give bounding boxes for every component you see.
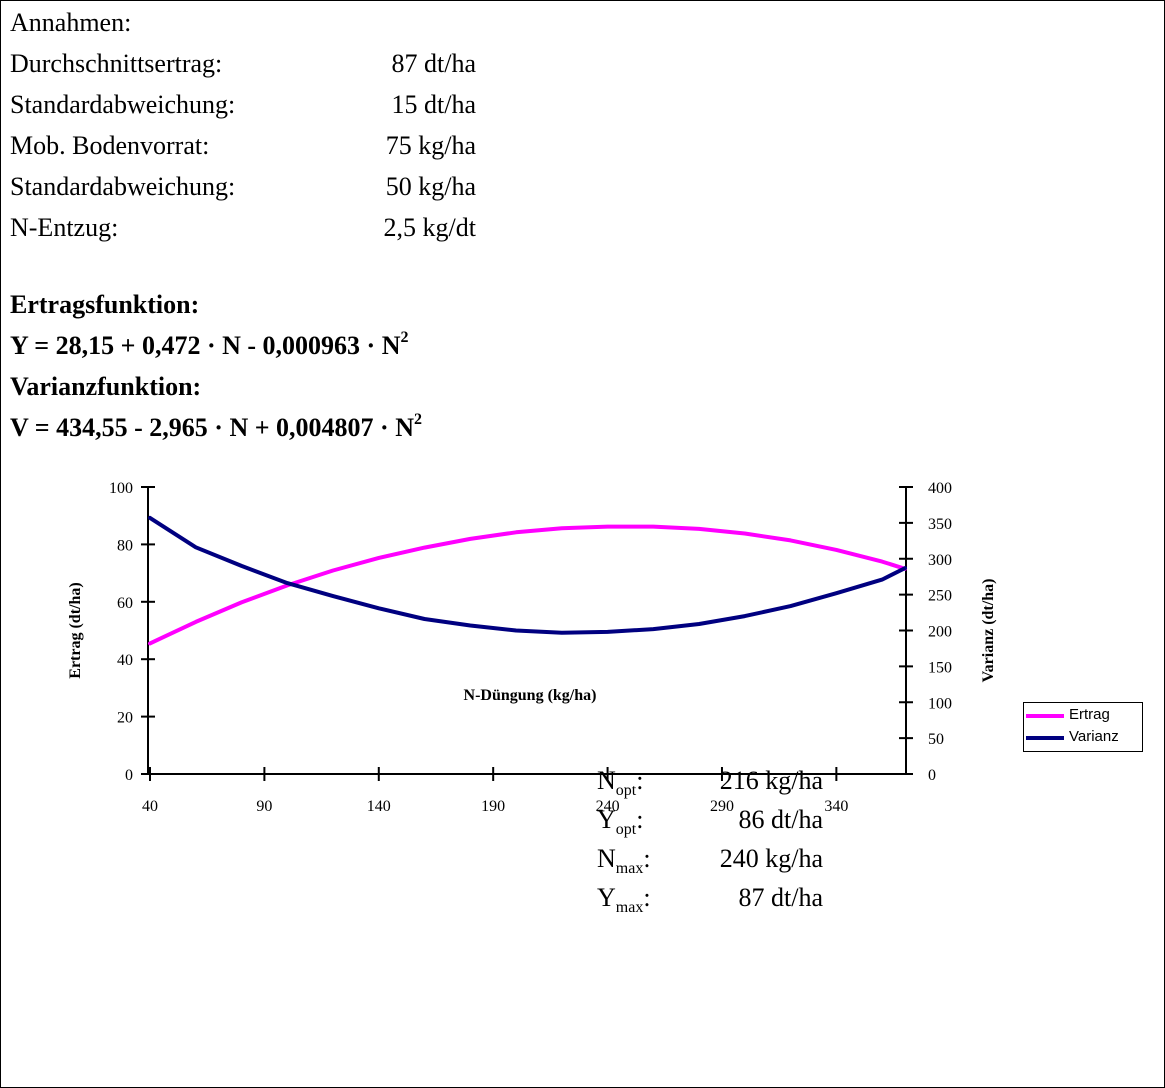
- assumption-label: Mob. Bodenvorrat:: [10, 131, 210, 160]
- legend-item-ertrag: Ertrag: [1024, 705, 1142, 725]
- assumption-value: 50 kg/ha: [385, 172, 476, 201]
- yield-function-text: Y = 28,15 + 0,472 · N - 0,000963 · N: [10, 331, 401, 360]
- x-tick-label: 90: [256, 798, 272, 815]
- legend-label-ertrag: Ertrag: [1069, 706, 1110, 723]
- assumption-label: Standardabweichung:: [10, 90, 236, 119]
- x-tick-label: 40: [142, 798, 158, 815]
- yield-function-title: Ertragsfunktion:: [10, 290, 200, 319]
- x-tick-label: 140: [367, 798, 391, 815]
- series-line-ertrag: [148, 524, 907, 646]
- y-tick-label-right: 350: [928, 516, 952, 533]
- assumption-label: Durchschnittsertrag:: [10, 49, 223, 78]
- y-tick-label-right: 250: [928, 588, 952, 605]
- chart-svg: 0 20 40 60 80 100 0 50 100 150 200 250 300 350 400 40 90…: [67, 480, 997, 916]
- variance-function: V = 434,55 - 2,965 · N + 0,004807 · N2: [10, 407, 422, 448]
- annotation-value: 240 kg/ha: [720, 844, 824, 873]
- y-tick-label-left: 100: [109, 480, 133, 497]
- y-tick-label-left: 60: [117, 595, 133, 612]
- assumption-label: Standardabweichung:: [10, 172, 236, 201]
- y-tick-label-right: 300: [928, 552, 952, 569]
- annotation-value: 87 dt/ha: [739, 883, 824, 912]
- y-tick-label-right: 400: [928, 480, 952, 497]
- y-tick-label-left: 0: [125, 767, 133, 784]
- legend: Ertrag Varianz: [1023, 702, 1143, 752]
- annotation-label: Nmax:: [597, 844, 651, 877]
- yield-function: Y = 28,15 + 0,472 · N - 0,000963 · N2: [10, 325, 422, 366]
- assumptions-heading-text: Annahmen:: [10, 8, 132, 37]
- y-tick-label-left: 20: [117, 710, 133, 727]
- y-tick-label-right: 100: [928, 695, 952, 712]
- yield-exponent: 2: [400, 329, 409, 346]
- y-axis-title-left: Ertrag (dt/ha): [67, 582, 84, 678]
- y-tick-label-left: 80: [117, 537, 133, 554]
- legend-label-varianz: Varianz: [1069, 728, 1119, 745]
- legend-swatch-varianz: [1026, 736, 1064, 740]
- assumption-value: 75 kg/ha: [385, 131, 476, 160]
- x-tick-label: 190: [481, 798, 505, 815]
- annotation-label: Nopt:: [597, 766, 643, 799]
- y-tick-label-right: 0: [928, 767, 936, 784]
- y-axis-title-right: Varianz (dt/ha): [980, 579, 997, 683]
- variance-function-title: Varianzfunktion:: [10, 372, 202, 401]
- assumption-label: N-Entzug:: [10, 213, 119, 242]
- x-tick-label: 290: [710, 798, 734, 815]
- series-line-varianz: [148, 515, 907, 635]
- x-tick-label: 240: [596, 798, 620, 815]
- variance-function-text: V = 434,55 - 2,965 · N + 0,004807 · N: [10, 413, 414, 442]
- y-tick-label-left: 40: [117, 652, 133, 669]
- annotation-label: Yopt:: [597, 805, 643, 838]
- legend-swatch-ertrag: [1026, 714, 1064, 718]
- formulas-block: Ertragsfunktion: Y = 28,15 + 0,472 · N -…: [10, 284, 422, 448]
- assumption-value: 87 dt/ha: [391, 49, 477, 78]
- assumption-value: 15 dt/ha: [391, 90, 477, 119]
- y-tick-label-right: 150: [928, 659, 952, 676]
- x-tick-label: 340: [824, 798, 848, 815]
- legend-item-varianz: Varianz: [1024, 727, 1142, 747]
- annotation-label: Ymax:: [597, 883, 651, 916]
- y-tick-label-right: 200: [928, 624, 952, 641]
- annotation-value: 216 kg/ha: [720, 766, 824, 795]
- y-tick-label-right: 50: [928, 731, 944, 748]
- variance-exponent: 2: [414, 411, 422, 428]
- x-axis-title: N-Düngung (kg/ha): [464, 687, 597, 704]
- assumption-value: 2,5 kg/dt: [383, 213, 476, 242]
- annotation-value: 86 dt/ha: [739, 805, 824, 834]
